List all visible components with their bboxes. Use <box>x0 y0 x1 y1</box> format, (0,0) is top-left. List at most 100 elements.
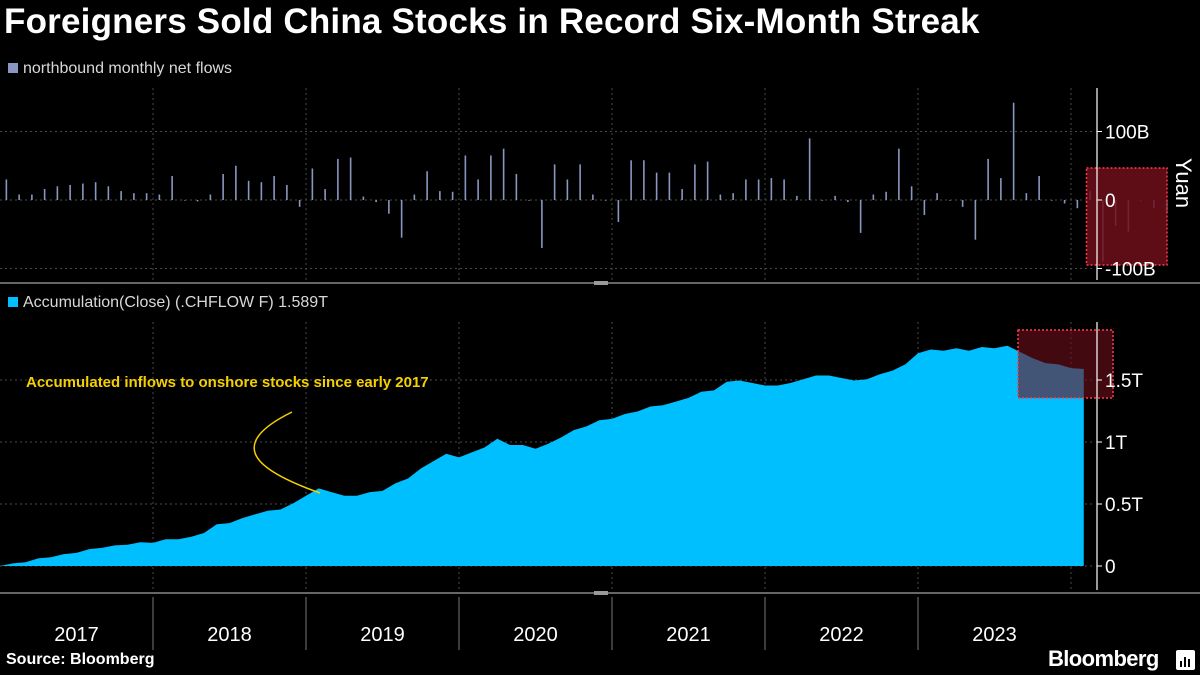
bar <box>196 200 199 202</box>
bar <box>158 194 161 200</box>
bar <box>528 200 530 201</box>
x-year-label: 2021 <box>666 624 711 646</box>
bar <box>400 200 403 238</box>
y-tick-label-bottom: 1T <box>1105 433 1128 454</box>
grid-lines <box>0 88 1095 590</box>
bar <box>184 200 186 201</box>
bar <box>171 176 173 200</box>
bar <box>375 200 377 203</box>
bar <box>324 189 326 200</box>
bar <box>936 193 938 200</box>
legend-net-flows: northbound monthly net flows <box>8 60 232 78</box>
legend-swatch-bar <box>8 63 18 73</box>
y-tick-label-top: -100B <box>1105 260 1156 281</box>
accumulation-area <box>0 345 1084 566</box>
x-year-label: 2020 <box>513 624 558 646</box>
bar <box>872 194 875 200</box>
bar <box>82 183 84 200</box>
bar <box>655 172 658 200</box>
axes <box>0 88 1200 650</box>
bar <box>349 157 352 200</box>
bar <box>1000 178 1002 200</box>
annotation-leader-line <box>253 411 321 494</box>
bar <box>847 200 849 203</box>
bar <box>31 194 33 200</box>
bar <box>439 191 441 200</box>
y-tick-label-bottom: 0.5T <box>1105 495 1143 516</box>
bar <box>757 179 760 200</box>
bar <box>298 200 301 207</box>
bloomberg-chart-icon <box>1176 650 1195 670</box>
highlight-box-bottom <box>1017 329 1114 399</box>
bar <box>1076 200 1079 209</box>
bar <box>18 194 20 200</box>
bar <box>796 195 798 200</box>
chart-title: Foreigners Sold China Stocks in Record S… <box>4 2 980 41</box>
axis-labels: 100B 0 -100B 1.5T 1T 0.5T 0 Yuan 2017 2018 2019 202… <box>54 123 1196 647</box>
bar <box>490 155 492 200</box>
bar <box>502 148 505 200</box>
bar <box>630 160 632 200</box>
divider-handle <box>594 591 608 595</box>
bar <box>592 194 594 200</box>
bar <box>107 186 110 200</box>
bar <box>94 182 97 200</box>
bar <box>834 195 836 200</box>
bar <box>745 179 747 200</box>
bar <box>923 200 926 216</box>
legend-label-accumulation: Accumulation(Close) (.CHFLOW F) 1.589T <box>23 294 328 311</box>
bar <box>451 191 454 200</box>
bar <box>770 178 773 200</box>
bar <box>541 200 543 248</box>
bar <box>566 179 569 200</box>
bar <box>69 184 71 200</box>
bar <box>120 191 122 200</box>
bar <box>553 164 556 200</box>
bar <box>426 171 428 200</box>
bar <box>1051 200 1053 201</box>
bar <box>515 173 518 200</box>
x-year-label: 2019 <box>360 624 405 646</box>
bar <box>898 148 900 200</box>
y-tick-label-top: 100B <box>1105 123 1149 144</box>
bar <box>56 186 59 200</box>
y-tick-label-bottom: 0 <box>1105 557 1116 578</box>
source-label: Source: Bloomberg <box>6 651 155 668</box>
bar <box>209 194 212 200</box>
bar <box>43 189 46 200</box>
divider-handle <box>594 281 608 285</box>
legend-swatch-area <box>8 297 18 307</box>
bar <box>949 200 951 201</box>
bar <box>910 186 913 200</box>
bar <box>604 200 607 201</box>
bar <box>286 184 288 200</box>
legend-label-net-flows: northbound monthly net flows <box>23 60 233 77</box>
bar <box>1025 193 1028 200</box>
bar <box>1012 102 1015 200</box>
x-year-label: 2023 <box>972 624 1017 646</box>
bar <box>643 160 645 200</box>
legend-accumulation: Accumulation(Close) (.CHFLOW F) 1.589T <box>8 294 328 312</box>
bar <box>464 155 467 200</box>
bar <box>145 193 148 200</box>
bar <box>885 191 887 200</box>
bar <box>260 182 263 200</box>
bar <box>1063 200 1066 204</box>
bar <box>694 164 696 200</box>
highlight-box-top <box>1085 167 1168 266</box>
annotation-text: Accumulated inflows to onshore stocks si… <box>26 374 429 391</box>
bar <box>706 161 709 200</box>
bar <box>719 194 722 200</box>
y-tick-label-bottom: 1.5T <box>1105 371 1143 392</box>
x-year-label: 2022 <box>819 624 864 646</box>
bar <box>235 165 237 200</box>
bar <box>413 194 416 200</box>
y-tick-label-top: 0 <box>1105 191 1116 212</box>
bar <box>961 200 964 207</box>
bar <box>337 158 339 200</box>
bar <box>133 193 135 200</box>
bar-series <box>5 102 1168 262</box>
x-year-label: 2018 <box>207 624 252 646</box>
bar <box>1038 176 1040 200</box>
